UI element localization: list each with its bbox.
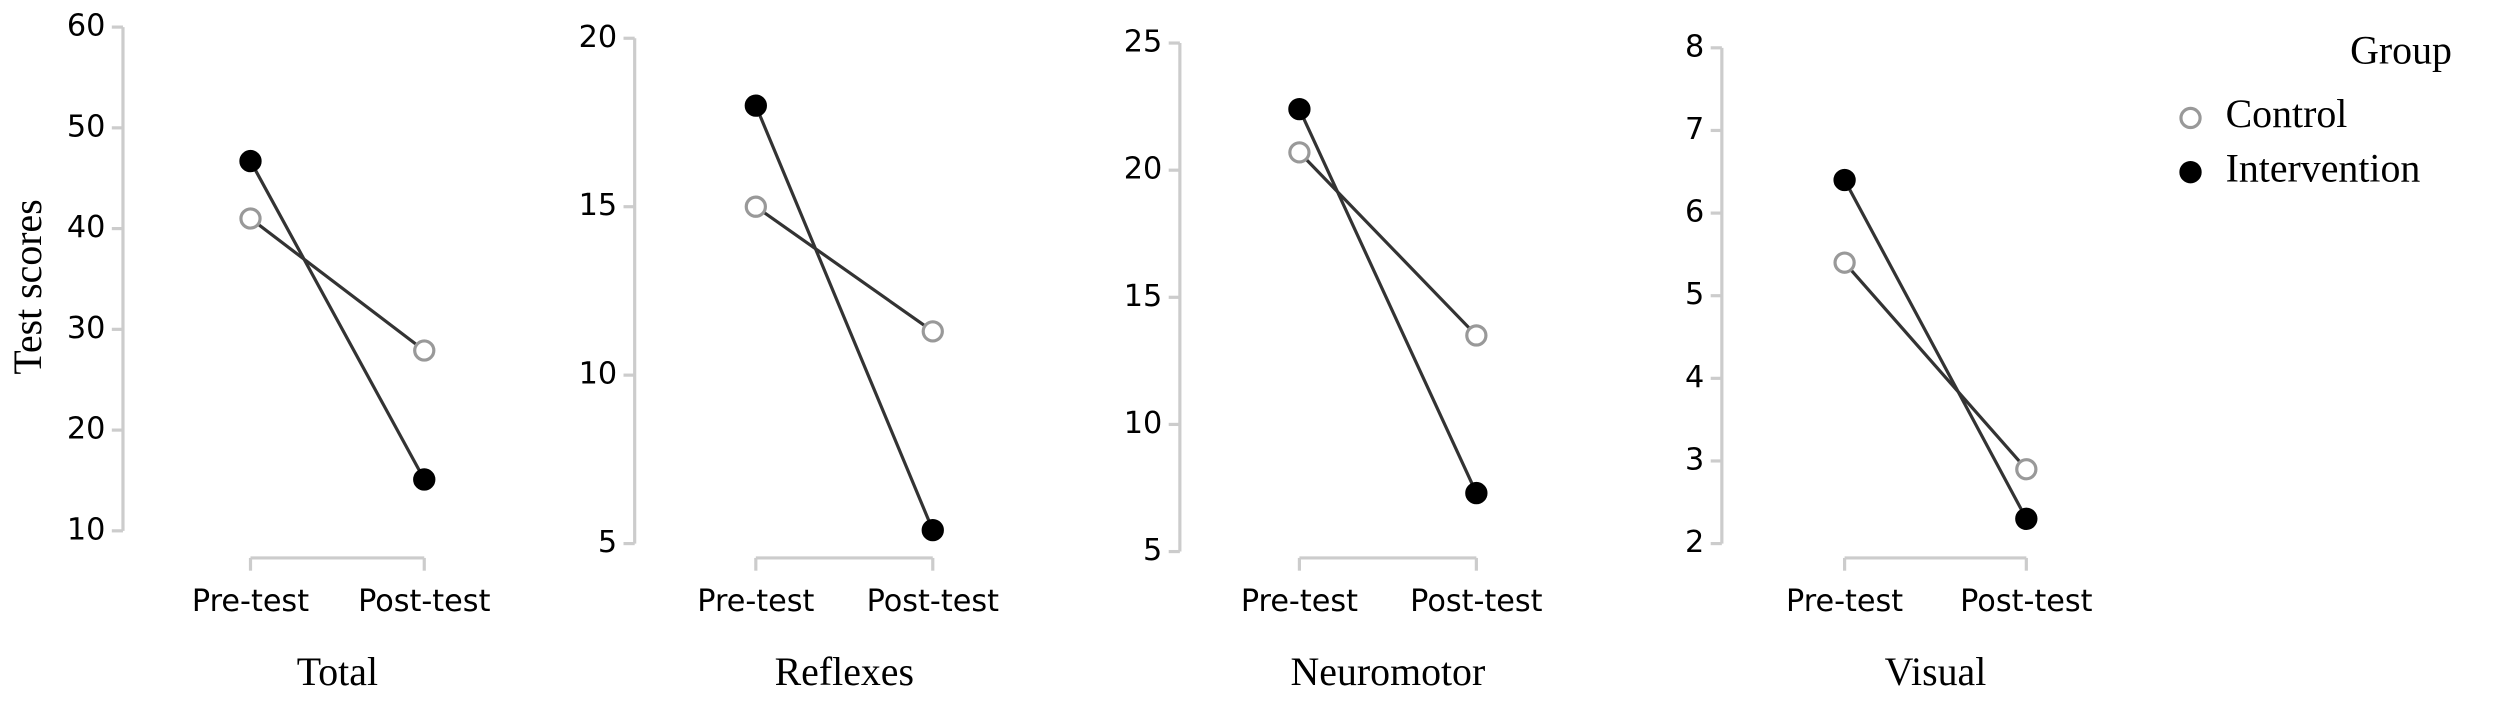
point [239, 149, 262, 173]
y-tick-label: 10 [579, 357, 618, 392]
point [921, 518, 944, 542]
point [2015, 458, 2038, 481]
point [413, 468, 436, 491]
y-tick-label: 5 [1685, 277, 1704, 312]
y-tick-label: 7 [1685, 112, 1704, 147]
y-tick-label: 20 [67, 412, 106, 447]
y-tick-label: 4 [1685, 360, 1704, 395]
point [1465, 324, 1488, 347]
series-line [754, 205, 934, 333]
y-tick-label: 15 [579, 188, 618, 223]
point [2015, 507, 2038, 530]
y-tick-label: 10 [1124, 406, 1163, 441]
point [921, 320, 944, 343]
x-axis-label: Neuromotor [1291, 649, 1486, 694]
y-tick-label: 20 [579, 20, 618, 55]
x-axis-label: Total [297, 649, 378, 694]
legend-label: Intervention [2226, 145, 2421, 190]
legend-label: Control [2226, 91, 2348, 136]
legend-marker [2179, 161, 2202, 184]
y-tick-label: 6 [1685, 195, 1704, 230]
x-tick-label: Post-test [867, 584, 1000, 619]
x-tick-label: Pre-test [1241, 584, 1358, 619]
y-tick-label: 2 [1685, 525, 1704, 560]
series-line [754, 105, 935, 531]
y-tick-label: 50 [67, 109, 106, 144]
point [1833, 168, 1856, 192]
series-line [1298, 151, 1478, 337]
y-tick-label: 60 [67, 9, 106, 44]
x-tick-label: Post-test [1410, 584, 1543, 619]
point [239, 207, 262, 230]
y-tick-label: 20 [1124, 152, 1163, 187]
y-tick-label: 5 [598, 525, 617, 560]
x-tick-label: Pre-test [192, 584, 309, 619]
point [744, 94, 767, 117]
x-axis-label: Reflexes [775, 649, 914, 694]
y-tick-label: 5 [1143, 533, 1162, 568]
x-axis-label: Visual [1885, 649, 1987, 694]
point [413, 339, 436, 362]
y-tick-label: 10 [67, 512, 106, 547]
point [1288, 141, 1311, 164]
point [744, 195, 767, 218]
y-tick-label: 3 [1685, 442, 1704, 477]
series-line [1843, 261, 2028, 471]
series-line [1297, 108, 1478, 494]
series-line [249, 160, 426, 481]
y-tick-label: 30 [67, 311, 106, 346]
series-line [1843, 179, 2028, 520]
y-tick-label: 40 [67, 210, 106, 245]
point [1288, 97, 1311, 121]
point [1465, 481, 1488, 505]
y-tick-label: 25 [1124, 25, 1163, 60]
legend-title: Group [2350, 27, 2452, 72]
point [1833, 251, 1856, 274]
y-tick-label: 15 [1124, 279, 1163, 314]
y-axis-label: Test scores [5, 199, 50, 374]
x-tick-label: Post-test [1960, 584, 2093, 619]
x-tick-label: Post-test [358, 584, 491, 619]
x-tick-label: Pre-test [697, 584, 814, 619]
legend-marker [2179, 106, 2202, 130]
y-tick-label: 8 [1685, 29, 1704, 64]
series-line [249, 217, 426, 352]
x-tick-label: Pre-test [1786, 584, 1903, 619]
